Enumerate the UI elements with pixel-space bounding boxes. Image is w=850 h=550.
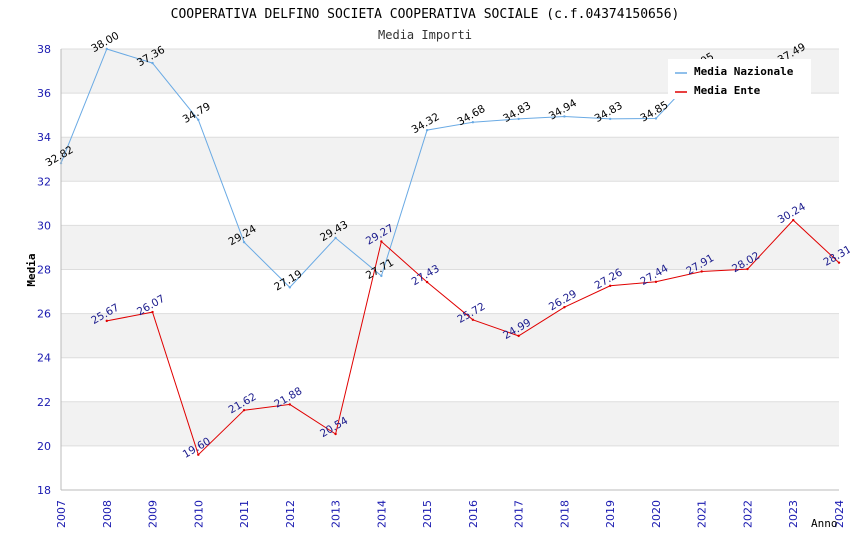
data-label-media-nazionale: 34.85 (638, 99, 670, 124)
data-point-media-ente (563, 306, 566, 309)
data-point-media-ente (792, 218, 795, 222)
data-point-media-ente (837, 261, 841, 264)
data-label-media-nazionale: 27.19 (272, 268, 304, 293)
data-point-media-nazionale (288, 286, 292, 289)
x-axis-label: Anno (811, 517, 838, 530)
y-tick-label: 20 (37, 440, 51, 453)
y-tick-label: 28 (37, 264, 51, 277)
data-point-media-nazionale (105, 47, 108, 51)
plot-band (61, 401, 839, 446)
data-point-media-nazionale (380, 274, 383, 278)
x-tick-label: 2013 (330, 500, 343, 528)
y-tick-label: 24 (37, 352, 51, 365)
x-tick-label: 2018 (558, 500, 571, 528)
chart-title: COOPERATIVA DELFINO SOCIETA COOPERATIVA … (171, 7, 680, 22)
y-tick-label: 38 (37, 43, 51, 56)
data-point-media-ente (608, 284, 612, 288)
data-point-media-ente (197, 453, 200, 456)
x-tick-label: 2022 (741, 500, 754, 528)
legend: Media Nazionale Media Ente (668, 59, 811, 99)
data-point-media-nazionale (517, 117, 520, 121)
data-point-media-ente (425, 280, 429, 284)
y-axis-label: Media (25, 253, 38, 286)
y-tick-label: 18 (37, 484, 51, 497)
x-tick-label: 2014 (375, 500, 388, 528)
plot-band (61, 313, 839, 358)
data-point-media-nazionale (608, 117, 612, 121)
y-tick-label: 36 (37, 87, 51, 100)
x-tick-label: 2007 (55, 500, 68, 528)
data-label-media-ente: 26.29 (547, 288, 579, 313)
data-point-media-nazionale (334, 236, 337, 240)
x-tick-label: 2017 (513, 500, 526, 528)
data-point-media-nazionale (563, 115, 566, 118)
data-point-media-ente (105, 319, 108, 323)
legend-label-media-ente: Media Ente (694, 84, 761, 97)
data-label-media-ente: 30.24 (776, 201, 808, 227)
data-point-media-ente (288, 403, 292, 406)
data-point-media-nazionale (242, 240, 246, 244)
data-point-media-nazionale (654, 117, 658, 120)
x-tick-label: 2020 (650, 500, 663, 528)
x-tick-label: 2023 (787, 500, 800, 528)
plot-background-bands (61, 49, 839, 446)
y-tick-label: 32 (37, 175, 51, 188)
x-tick-label: 2010 (192, 500, 205, 528)
data-label-media-nazionale: 34.83 (501, 100, 533, 125)
legend-label-media-nazionale: Media Nazionale (694, 65, 794, 78)
x-tick-label: 2012 (284, 500, 297, 528)
data-point-media-ente (151, 310, 154, 314)
data-point-media-ente (746, 267, 749, 271)
x-tick-label: 2024 (833, 500, 846, 528)
data-point-media-ente (242, 408, 246, 412)
x-tick-label: 2019 (604, 500, 617, 528)
x-tick-label: 2008 (101, 500, 114, 528)
data-point-media-ente (700, 270, 703, 273)
data-point-media-ente (517, 334, 520, 338)
x-tick-label: 2011 (238, 500, 251, 528)
data-label-media-nazionale: 34.68 (455, 103, 487, 128)
y-tick-label: 30 (37, 219, 51, 232)
data-label-media-ente: 27.26 (593, 266, 625, 292)
data-point-media-ente (471, 318, 475, 321)
data-point-media-nazionale (197, 118, 200, 121)
data-point-media-ente (334, 432, 337, 436)
y-tick-label: 26 (37, 308, 51, 321)
data-point-media-nazionale (425, 128, 429, 132)
data-point-media-nazionale (471, 121, 475, 124)
plot-band (61, 225, 839, 270)
legend-box (668, 59, 811, 99)
data-point-media-ente (380, 240, 383, 243)
y-tick-label: 34 (37, 131, 51, 144)
x-tick-label: 2009 (147, 500, 160, 528)
y-tick-label: 22 (37, 396, 51, 409)
chart-subtitle: Media Importi (378, 28, 472, 42)
data-point-media-nazionale (151, 61, 154, 65)
data-label-media-nazionale: 34.32 (410, 111, 442, 136)
data-point-media-ente (654, 280, 658, 284)
x-tick-label: 2015 (421, 500, 434, 528)
x-tick-label: 2016 (467, 500, 480, 528)
plot-band (61, 137, 839, 182)
data-label-media-nazionale: 34.83 (593, 100, 625, 125)
data-label-media-nazionale: 34.94 (547, 97, 579, 123)
axes (60, 49, 839, 491)
x-tick-label: 2021 (696, 500, 709, 528)
